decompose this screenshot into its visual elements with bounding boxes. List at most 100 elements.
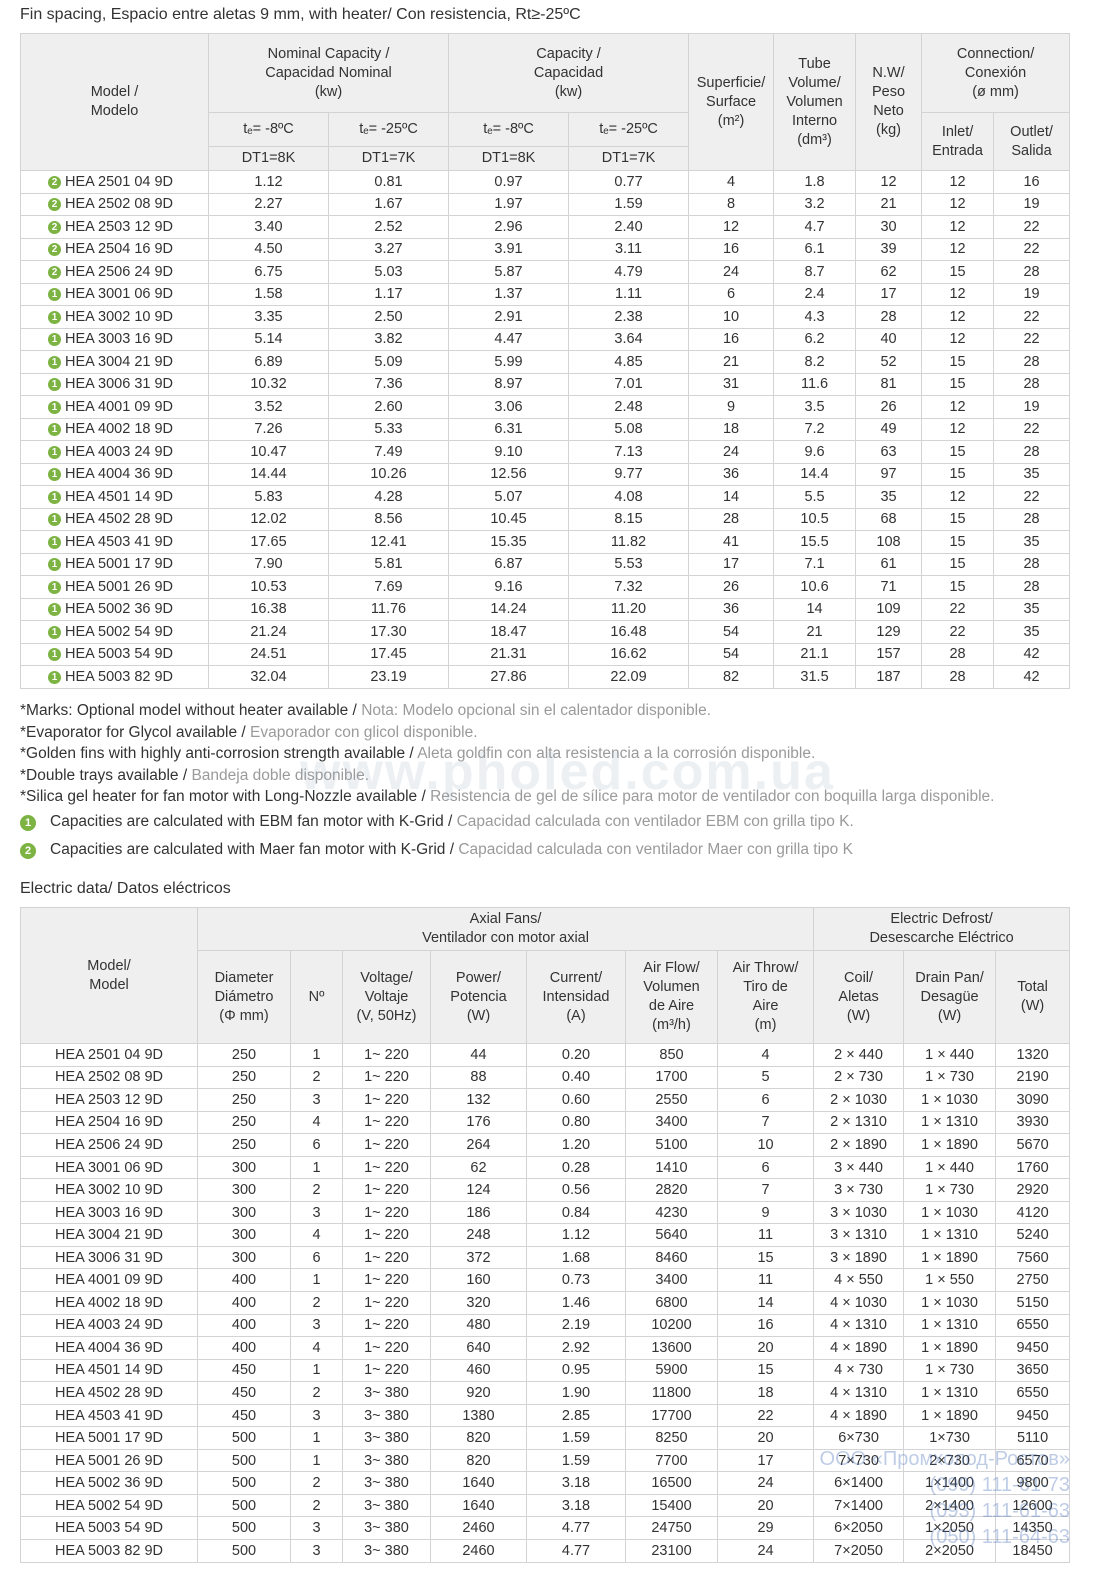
table-cell: 28 [993, 507, 1071, 531]
header-cell: N.W/ Peso Neto (kg) [855, 33, 923, 171]
table-cell: 22 [993, 237, 1071, 261]
table-cell: 1 × 730 [903, 1178, 997, 1202]
table-cell: 22 [993, 485, 1071, 509]
table-cell: 3~ 380 [342, 1381, 431, 1405]
table-row: 1 HEA 3002 10 9D 3.35 2.50 2.91 2.38 10 4.3 28 12… [20, 305, 1071, 329]
table-row: HEA 4503 41 9D 450 3 3~ 380 1380 2.85 17700 22 4… [20, 1403, 1071, 1428]
table-cell: 18450 [995, 1539, 1071, 1563]
table-cell: 8.56 [327, 507, 450, 531]
table-cell: 400 [197, 1336, 291, 1360]
table-cell: 22 [993, 327, 1071, 351]
table-cell: 5100 [625, 1133, 718, 1157]
table-row: 1 HEA 5003 82 9D 32.04 23.19 27.86 22.09 82 31.… [20, 665, 1071, 689]
table-cell: 16.62 [568, 642, 690, 666]
table-cell: 15 [921, 350, 995, 374]
table-cell: 4.77 [526, 1539, 626, 1563]
model-cell: 1 HEA 5001 26 9D [20, 575, 209, 599]
table-cell: 2.91 [448, 305, 570, 329]
table-cell: 1.46 [526, 1291, 626, 1315]
table-cell: 7×2050 [813, 1539, 905, 1563]
table-cell: 19 [993, 395, 1071, 419]
table-cell: 2750 [995, 1268, 1071, 1293]
model-cell: HEA 3006 31 9D [20, 1245, 198, 1270]
model-cell: HEA 5001 26 9D [20, 1448, 198, 1473]
header-cell: Diameter Diámetro (Φ mm) [197, 950, 291, 1044]
table-cell: 1.59 [568, 192, 690, 216]
table-cell: 0.97 [448, 170, 570, 194]
table-cell: 1.58 [208, 282, 329, 306]
table-cell: 4 [290, 1223, 343, 1247]
table-row: 1 HEA 4002 18 9D 7.26 5.33 6.31 5.08 18 7.2 49 12… [20, 417, 1071, 441]
table-cell: 6 [290, 1245, 343, 1270]
table-cell: 2 × 730 [813, 1065, 905, 1090]
table-cell: 21.1 [773, 642, 857, 666]
table-cell: 49 [855, 417, 923, 441]
table-cell: 5.81 [327, 552, 450, 576]
model-cell: HEA 4002 18 9D [20, 1291, 198, 1315]
table-cell: 1380 [430, 1403, 527, 1428]
table-cell: 7.26 [208, 417, 329, 441]
model-name: HEA 4002 18 9D [65, 421, 174, 438]
model-cell: 1 HEA 4001 09 9D [20, 395, 209, 419]
table-cell: 35 [993, 462, 1071, 486]
table-cell: 10200 [625, 1313, 718, 1338]
table-cell: 8.97 [448, 372, 570, 396]
table-cell: 3 × 1030 [813, 1200, 905, 1225]
table-cell: 5.03 [327, 260, 450, 284]
table-row: HEA 5002 36 9D 500 2 3~ 380 1640 3.18 16500 24 6… [20, 1471, 1071, 1495]
model-marker: 2 [48, 243, 61, 257]
table-cell: 22 [993, 417, 1071, 441]
header-cell: DT1=8K [208, 146, 329, 171]
table-cell: 4 × 1030 [813, 1291, 905, 1315]
model-name: HEA 4003 24 9D [65, 443, 174, 460]
table-cell: 63 [855, 440, 923, 464]
model-name: HEA 5001 26 9D [65, 578, 174, 595]
table-cell: 320 [430, 1291, 527, 1315]
table-cell: 1~ 220 [342, 1043, 431, 1067]
table-cell: 5.87 [448, 260, 570, 284]
model-cell: 2 HEA 2501 04 9D [20, 170, 209, 194]
model-cell: 1 HEA 5001 17 9D [20, 552, 209, 576]
table-cell: 1.68 [526, 1245, 626, 1270]
table-cell: 5670 [995, 1133, 1071, 1157]
table-cell: 1 × 1310 [903, 1110, 997, 1135]
table-cell: 6.75 [208, 260, 329, 284]
table-cell: 6 [716, 1155, 815, 1180]
table-cell: 28 [855, 305, 923, 329]
table-cell: 1 × 440 [903, 1155, 997, 1180]
table-cell: 12 [921, 215, 995, 239]
table-cell: 4.7 [773, 215, 857, 239]
table-cell: 3 × 440 [813, 1155, 905, 1180]
table-cell: 10.45 [448, 507, 570, 531]
table-title: Electric data/ Datos eléctricos [20, 880, 231, 897]
model-cell: HEA 5002 54 9D [20, 1493, 198, 1518]
table-row: 1 HEA 3003 16 9D 5.14 3.82 4.47 3.64 16 6.2 40 12… [20, 327, 1071, 351]
table-cell: 9 [688, 395, 775, 419]
header-row: Model / Modelo Nominal Capacity / Capaci… [20, 33, 1071, 171]
table-cell: 1~ 220 [342, 1358, 431, 1383]
table-cell: 820 [430, 1448, 527, 1473]
table-row: HEA 4001 09 9D 400 1 1~ 220 160 0.73 3400 11 4 ×… [20, 1268, 1071, 1293]
table-cell: 6×2050 [813, 1516, 905, 1541]
table-cell: 15 [921, 575, 995, 599]
model-name: HEA 4501 14 9D [65, 488, 174, 505]
electric-table: Model/ Model Axial Fans/ Ventilador con … [20, 907, 1071, 1563]
model-name: HEA 5001 17 9D [65, 556, 174, 573]
model-cell: 1 HEA 3003 16 9D [20, 327, 209, 351]
table-cell: 7 [716, 1110, 815, 1135]
table-row: 1 HEA 4003 24 9D 10.47 7.49 9.10 7.13 24 9.6 63 1… [20, 440, 1071, 464]
table-cell: 12 [921, 237, 995, 261]
table-cell: 28 [993, 350, 1071, 374]
table-cell: 15 [921, 260, 995, 284]
table-cell: 35 [993, 530, 1071, 554]
table-cell: 132 [430, 1088, 527, 1112]
model-marker: 1 [48, 648, 61, 662]
table-cell: 1 [290, 1448, 343, 1473]
table-cell: 11 [716, 1223, 815, 1247]
model-marker: 1 [48, 378, 61, 392]
table-cell: 9.10 [448, 440, 570, 464]
table-cell: 0.56 [526, 1178, 626, 1202]
table-cell: 3.18 [526, 1493, 626, 1518]
table-cell: 14.44 [208, 462, 329, 486]
